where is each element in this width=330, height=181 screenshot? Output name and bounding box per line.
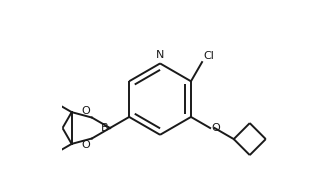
Text: B: B <box>100 123 108 133</box>
Text: O: O <box>212 123 220 133</box>
Text: O: O <box>82 106 90 116</box>
Text: Cl: Cl <box>203 51 214 61</box>
Text: N: N <box>156 50 164 60</box>
Text: O: O <box>82 140 90 150</box>
